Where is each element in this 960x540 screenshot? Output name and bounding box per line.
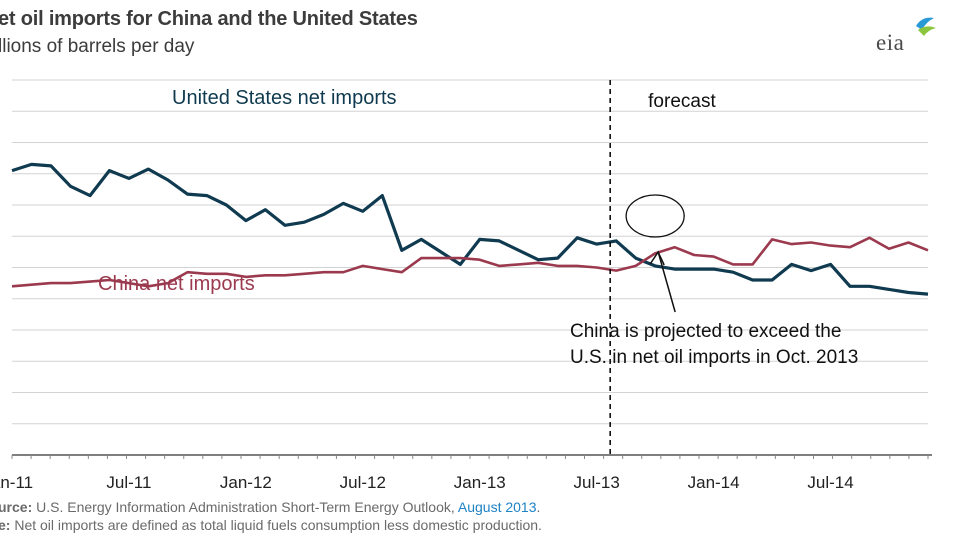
x-tick-label: Jul-12	[340, 473, 386, 492]
source-end: .	[536, 499, 541, 515]
series-label-us: United States net imports	[172, 87, 397, 109]
x-axis: an-11 Jul-11 Jan-12 Jul-12 Jan-13 Jul-13 Jan-1…	[0, 454, 932, 492]
x-tick-label: Jan-14	[688, 473, 740, 492]
forecast-label: forecast	[648, 91, 716, 112]
x-tick-label: Jan-13	[454, 473, 506, 492]
series-line-us	[11, 162, 929, 296]
chart-title: et oil imports for China and the United …	[0, 8, 418, 30]
series-line-china	[11, 236, 929, 288]
source-line: urce: U.S. Energy Information Administra…	[0, 498, 542, 516]
annotation-arrowhead	[649, 250, 665, 266]
eia-logo-text: eia	[876, 30, 905, 55]
line-chart: forecast United States net imports China…	[0, 79, 932, 492]
source-link[interactable]: August 2013	[457, 499, 537, 515]
note-text: Net oil imports are defined as total liq…	[14, 517, 542, 533]
x-tick-label: Jan-12	[220, 473, 272, 492]
series-lines	[11, 162, 929, 296]
annotation-arrow	[657, 251, 676, 313]
eia-leaf-icon	[916, 17, 936, 36]
note-line: e: Net oil imports are defined as total …	[0, 516, 542, 534]
chart-notes: urce: U.S. Energy Information Administra…	[0, 498, 542, 534]
chart-subtitle: llions of barrels per day	[0, 36, 195, 57]
source-text: U.S. Energy Information Administration S…	[36, 499, 455, 515]
x-tick-label: Jul-13	[574, 473, 620, 492]
eia-logo: eia	[876, 16, 936, 58]
note-prefix: e:	[0, 517, 11, 533]
x-tick-label: Jul-11	[106, 473, 151, 492]
annotation-text-line-2: U.S. in net oil imports in Oct. 2013	[570, 347, 858, 368]
annotation-circle	[625, 194, 685, 238]
x-tick-label: an-11	[0, 473, 33, 492]
series-label-china: China net imports	[98, 273, 255, 295]
annotation-text-line-1: China is projected to exceed the	[570, 321, 841, 342]
grid-lines	[12, 79, 928, 425]
source-prefix: urce:	[0, 499, 33, 515]
x-tick-label: Jul-14	[807, 473, 853, 492]
